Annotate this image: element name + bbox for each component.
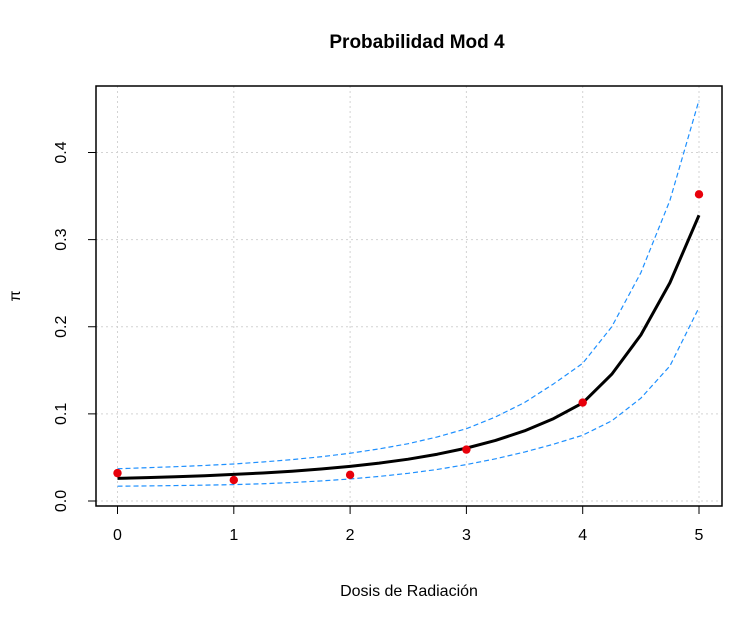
x-tick-label: 5: [695, 527, 704, 544]
x-tick-label: 2: [346, 527, 355, 544]
data-point: [345, 470, 355, 480]
x-tick-label: 4: [578, 527, 587, 544]
x-axis-label: Dosis de Radiación: [340, 583, 478, 600]
data-point: [694, 190, 704, 199]
fitted-curve: [117, 214, 701, 480]
x-tick-label: 3: [462, 527, 471, 544]
series-layer: [113, 100, 704, 487]
y-axis-label: π: [7, 290, 24, 301]
x-tick-label: 0: [113, 527, 122, 544]
data-point: [113, 468, 122, 478]
data-point: [462, 445, 471, 454]
chart-title: Probabilidad Mod 4: [329, 32, 505, 53]
y-tick-label: 0.0: [53, 490, 70, 512]
x-tick-label: 1: [229, 527, 238, 544]
upper-confidence-band: [117, 100, 700, 470]
plot-frame: [95, 85, 723, 507]
data-point: [229, 475, 238, 485]
data-point: [578, 398, 587, 407]
y-tick-label: 0.3: [53, 228, 70, 250]
y-tick-label: 0.2: [53, 316, 70, 338]
grid-layer: [96, 86, 722, 506]
axes-layer: 0 1 2 3 4 5 0.0 0.1 0.2 0.3 0.4: [53, 141, 704, 544]
lower-confidence-band: [117, 307, 700, 487]
y-tick-label: 0.1: [53, 403, 70, 425]
y-tick-label: 0.4: [53, 141, 70, 163]
